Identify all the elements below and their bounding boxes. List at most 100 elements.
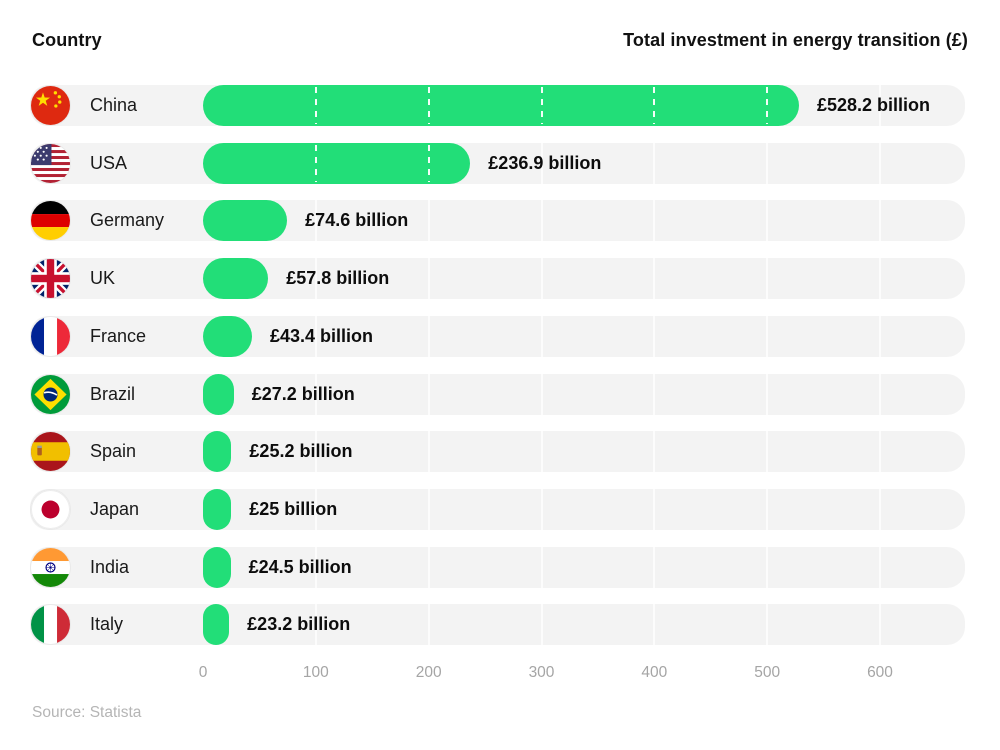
- country-label: China: [90, 95, 138, 115]
- value-bar: [203, 142, 471, 184]
- value-label: £236.9 billion: [488, 152, 602, 173]
- row-gridline: [540, 431, 543, 473]
- row-gridline: [427, 604, 430, 646]
- row-gridline: [879, 373, 881, 415]
- value-label: £25 billion: [249, 498, 338, 519]
- value-label: £74.6 billion: [305, 210, 409, 231]
- row-gridline: [879, 200, 881, 242]
- value-bar: [203, 373, 234, 415]
- bar-gridline-dash: [766, 87, 769, 124]
- bar-gridline-dash: [653, 87, 656, 124]
- country-label: Germany: [90, 210, 165, 231]
- row-gridline: [766, 373, 769, 415]
- value-bar: [203, 258, 269, 300]
- row-gridline: [314, 546, 317, 588]
- row-gridline: [540, 488, 543, 530]
- value-bar: [203, 85, 799, 126]
- row-gridline: [766, 488, 769, 530]
- bar-gridline-dash: [540, 87, 543, 124]
- chart-row: China £528.2 billion: [30, 85, 965, 126]
- bar-gridline-dash: [427, 87, 430, 124]
- x-axis: 0 100 200 300 400 500 600: [0, 662, 1000, 684]
- row-gridline: [540, 315, 543, 357]
- row-gridline: [879, 488, 881, 530]
- chart-row: Japan £25 billion: [30, 488, 965, 530]
- row-gridline: [653, 373, 656, 415]
- row-gridline: [314, 315, 317, 357]
- row-gridline: [766, 431, 769, 473]
- row-gridline: [427, 258, 430, 300]
- row-gridline: [427, 200, 430, 242]
- row-gridline: [766, 604, 769, 646]
- bar-gridline-dash: [314, 87, 317, 124]
- country-label: Spain: [90, 441, 137, 462]
- axis-tick-label: 100: [302, 664, 329, 681]
- row-gridline: [314, 488, 317, 530]
- india-flag-icon: [31, 547, 70, 587]
- row-gridline: [766, 200, 769, 242]
- row-gridline: [653, 200, 656, 242]
- row-gridline: [540, 373, 543, 415]
- row-gridline: [427, 431, 430, 473]
- row-gridline: [540, 258, 543, 300]
- spain-flag-icon: [31, 432, 70, 472]
- row-gridline: [879, 85, 881, 126]
- row-gridline: [314, 604, 317, 646]
- value-bar: [203, 546, 231, 588]
- row-gridline: [427, 373, 430, 415]
- row-gridline: [653, 258, 656, 300]
- country-label: Japan: [90, 498, 140, 519]
- row-gridline: [766, 142, 769, 184]
- chart-row: Italy £23.2 billion: [30, 604, 965, 646]
- bar-gridline-dash: [314, 144, 317, 182]
- bar-gridline-dash: [427, 144, 430, 182]
- country-label: USA: [90, 152, 128, 173]
- row-gridline: [766, 315, 769, 357]
- row-gridline: [314, 431, 317, 473]
- row-gridline: [766, 258, 769, 300]
- row-gridline: [540, 604, 543, 646]
- axis-tick-label: 0: [198, 664, 208, 681]
- country-column-header: Country: [32, 30, 102, 50]
- axis-tick-label: 600: [867, 664, 893, 681]
- value-bar: [203, 604, 230, 646]
- value-label: £57.8 billion: [286, 268, 390, 289]
- row-gridline: [427, 488, 430, 530]
- row-gridline: [653, 604, 656, 646]
- row-gridline: [653, 315, 656, 357]
- value-label: £528.2 billion: [816, 95, 931, 115]
- chart-row: UK £57.8 billion: [30, 258, 965, 300]
- axis-tick-label: 400: [641, 664, 668, 681]
- chart-rows: China £528.2 billion USA £236.9 billion Germ…: [0, 85, 1000, 646]
- china-flag-icon: [31, 86, 70, 125]
- country-label: Brazil: [90, 383, 136, 404]
- chart-header: Country Total investment in energy trans…: [32, 30, 968, 51]
- row-gridline: [653, 142, 656, 184]
- row-gridline: [653, 546, 656, 588]
- row-gridline: [540, 546, 543, 588]
- country-label: Italy: [90, 614, 124, 635]
- row-gridline: [427, 315, 430, 357]
- japan-flag-icon: [31, 489, 70, 529]
- row-gridline: [314, 258, 317, 300]
- value-label: £43.4 billion: [269, 325, 374, 346]
- country-label: India: [90, 556, 130, 577]
- chart-row: Brazil £27.2 billion: [30, 373, 965, 415]
- row-gridline: [879, 546, 881, 588]
- chart-row: India £24.5 billion: [30, 546, 965, 588]
- value-label: £25.2 billion: [249, 441, 353, 462]
- value-bar: [203, 431, 232, 473]
- row-gridline: [653, 488, 656, 530]
- usa-flag-icon: [31, 143, 70, 183]
- germany-flag-icon: [31, 201, 70, 241]
- country-label: UK: [90, 268, 116, 289]
- source-caption: Source: Statista: [32, 704, 142, 721]
- row-gridline: [879, 431, 881, 473]
- value-bar: [203, 488, 232, 530]
- value-bar: [203, 315, 252, 357]
- row-gridline: [879, 258, 881, 300]
- value-label: £27.2 billion: [251, 383, 355, 404]
- row-gridline: [879, 315, 881, 357]
- country-label: France: [90, 325, 147, 346]
